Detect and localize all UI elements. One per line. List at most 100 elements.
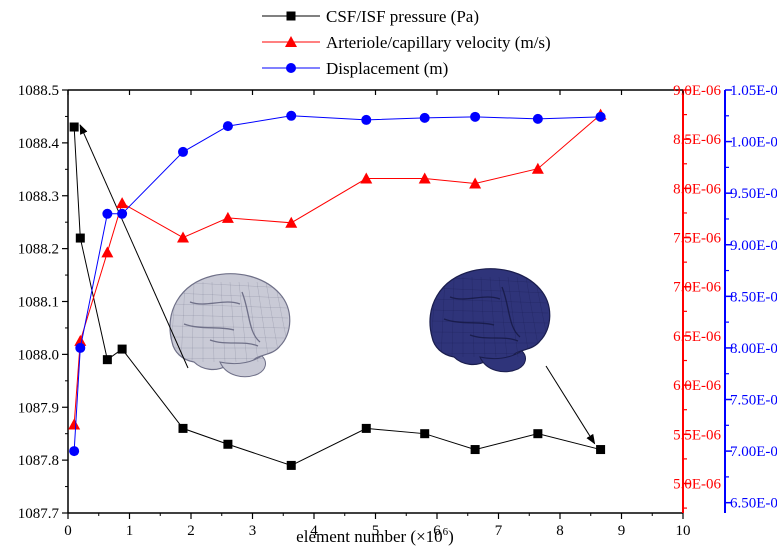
x-tick-label: 1 [126, 523, 134, 539]
legend-entry-0: CSF/ISF pressure (Pa) [262, 7, 479, 26]
x-tick-label: 10 [676, 523, 691, 539]
mesh-line [498, 276, 508, 358]
y-left-tick-label: 1087.7 [18, 506, 60, 522]
series-line [73, 114, 601, 425]
data-point-square [75, 233, 85, 243]
mesh-line [431, 320, 549, 324]
x-tick-label: 4 [310, 523, 318, 539]
data-point-triangle [221, 211, 234, 223]
data-point-triangle [116, 197, 129, 209]
data-point-circle [69, 446, 80, 457]
fine-mesh-brain [429, 268, 551, 373]
brain-sulci [183, 291, 261, 347]
y-left-tick-label: 1087.9 [18, 400, 59, 416]
data-point-triangle [531, 162, 544, 174]
mesh-line [171, 292, 289, 299]
axes: 0 1 2 3 4 5 6 7 8 9 10 1087.7 1087.8 1087.9 1088.0 1088… [18, 83, 777, 539]
y-left-tick-label: 1088.4 [18, 136, 60, 152]
y-left-tick-label: 1088.3 [18, 189, 59, 205]
legend-entry-2: Displacement (m) [262, 59, 448, 78]
brain-cerebellum [479, 350, 526, 373]
series-line [73, 126, 601, 466]
legend: CSF/ISF pressure (Pa) Arteriole/capillary… [262, 7, 551, 78]
y-left-tick-label: 1087.8 [18, 453, 59, 469]
mesh-line [211, 281, 215, 363]
x-tick-label: 3 [249, 523, 257, 539]
y-right2-tick-label: 9.50E-05 [730, 186, 777, 202]
mesh-line [489, 276, 497, 358]
mesh-line [247, 281, 259, 363]
data-point-square [286, 460, 296, 470]
data-point-triangle [360, 172, 373, 184]
y-left-tick-label: 1088.5 [18, 83, 59, 99]
data-point-triangle [285, 36, 297, 47]
mesh-line [229, 281, 237, 363]
y-right2-tick-label: 6.50E-05 [730, 496, 777, 512]
data-point-square [470, 445, 480, 455]
mesh-line [171, 336, 289, 339]
x-axis-label-main: element number (×10 [296, 527, 442, 546]
mesh-line [431, 331, 549, 334]
mesh-line [238, 281, 248, 363]
mesh-line [180, 281, 186, 363]
mesh-line [451, 276, 455, 358]
y-right1-tick-label: 6.5E-06 [673, 329, 721, 345]
data-point-triangle [469, 177, 482, 189]
data-point-circle [470, 111, 481, 122]
y-right1-tick-label: 5.5E-06 [673, 427, 721, 443]
y-right1-tick-label: 5.0E-06 [673, 476, 721, 492]
data-point-circle [595, 111, 606, 122]
mesh-line [220, 281, 226, 363]
data-point-triangle [177, 231, 190, 243]
mesh-line [471, 276, 475, 358]
mesh-line [431, 287, 549, 294]
data-point-square [69, 122, 79, 132]
y-right2-tick-label: 8.50E-05 [730, 289, 777, 305]
data-point-square [102, 355, 112, 365]
data-point-circle [419, 112, 430, 123]
x-tick-label: 9 [618, 523, 626, 539]
y-right1-tick-label: 9.0E-06 [673, 83, 721, 99]
series-line [73, 115, 601, 452]
legend-entry-1: Arteriole/capillary velocity (m/s) [262, 33, 551, 52]
y-right1-tick-label: 8.0E-06 [673, 181, 721, 197]
data-point-circle [222, 121, 233, 132]
x-tick-label: 2 [187, 523, 195, 539]
legend-label: Arteriole/capillary velocity (m/s) [326, 33, 551, 52]
brain-cerebrum [169, 273, 291, 371]
mesh-line [480, 276, 486, 358]
mesh-line [171, 325, 289, 329]
data-point-circle [286, 63, 296, 73]
brain-sulci [443, 286, 521, 342]
data-point-triangle [68, 418, 81, 430]
series-1 [68, 108, 607, 430]
data-point-circle [178, 146, 189, 157]
y-left-tick-label: 1088.0 [18, 347, 59, 363]
mesh-line [431, 309, 549, 314]
x-axis-label: element number (×106) [296, 526, 454, 546]
mesh-line [171, 303, 289, 309]
mesh-line [440, 276, 446, 358]
coarse-mesh-brain [169, 273, 291, 378]
brain-cerebellum [219, 355, 266, 378]
x-tick-label: 7 [495, 523, 503, 539]
x-tick-label: 8 [556, 523, 564, 539]
y-left-tick-label: 1088.2 [18, 242, 59, 258]
mesh-line [256, 281, 270, 363]
series-0 [69, 122, 606, 470]
x-tick-label: 0 [64, 523, 72, 539]
data-point-square [223, 439, 233, 449]
legend-label: CSF/ISF pressure (Pa) [326, 7, 479, 26]
data-point-circle [102, 208, 113, 219]
data-point-circle [75, 342, 86, 353]
data-point-square [361, 423, 371, 433]
data-point-triangle [74, 334, 87, 346]
data-point-square [117, 344, 127, 354]
y-right2-tick-label: 7.00E-05 [730, 444, 777, 460]
x-tick-label: 5 [372, 523, 380, 539]
mesh-line [171, 314, 289, 319]
data-point-square [178, 423, 188, 433]
legend-label: Displacement (m) [326, 59, 448, 78]
x-tick-label: 6 [433, 523, 441, 539]
y-right1-tick-label: 8.5E-06 [673, 132, 721, 148]
